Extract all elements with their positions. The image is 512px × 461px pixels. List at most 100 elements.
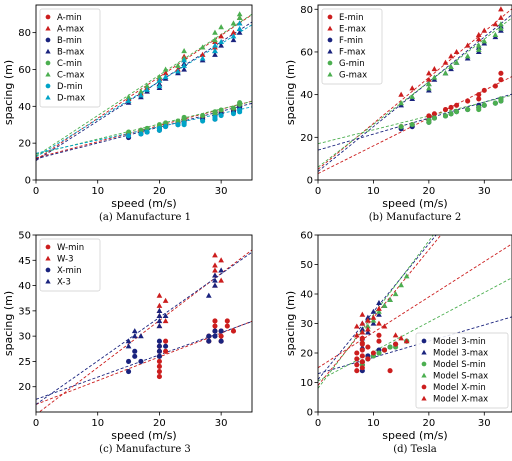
y-axis-label: spacing (m) <box>2 291 15 356</box>
data-point <box>162 312 169 319</box>
data-point <box>199 44 206 50</box>
data-point <box>156 317 163 324</box>
data-point <box>175 68 181 74</box>
data-point <box>212 277 218 283</box>
data-point <box>492 83 498 89</box>
fit-line <box>318 94 512 145</box>
data-point <box>376 332 382 338</box>
x-tick-label: 30 <box>215 418 228 429</box>
legend-entry: C-max <box>57 71 85 81</box>
data-point <box>156 302 163 308</box>
y-tick-label: 40 <box>300 290 313 301</box>
data-point <box>156 348 162 354</box>
y-tick-label: 60 <box>300 231 313 242</box>
data-point <box>365 344 371 350</box>
data-point <box>236 14 243 20</box>
y-tick-label: 40 <box>18 102 31 113</box>
data-point <box>387 296 393 302</box>
data-point <box>426 85 432 91</box>
data-point <box>498 25 504 31</box>
y-tick-label: 45 <box>18 256 31 267</box>
data-point <box>354 350 360 356</box>
data-point <box>218 42 224 48</box>
data-point <box>224 318 230 324</box>
x-tick-label: 20 <box>422 418 435 429</box>
panel-tesla: 0 10 20 30 0 10 20 30 40 50 60 speed (m/s) spacing (… <box>284 231 512 455</box>
data-point <box>212 48 218 54</box>
fit-line <box>318 17 512 168</box>
legend: W-min W-3X-min X-3 <box>39 238 101 292</box>
data-point <box>481 38 488 44</box>
y-tick-label: 50 <box>300 260 313 271</box>
legend-marker <box>421 361 427 367</box>
axes-frame <box>35 234 253 413</box>
y-axis-label: spacing (m) <box>2 60 15 125</box>
data-point <box>409 121 415 128</box>
data-point <box>365 314 371 320</box>
x-tick-label: 30 <box>478 418 491 429</box>
y-tick-label: 25 <box>18 357 31 368</box>
data-point <box>453 59 460 65</box>
data-point <box>354 368 360 374</box>
legend-marker <box>45 14 51 20</box>
axes-frame <box>35 4 253 181</box>
data-point <box>156 323 163 329</box>
data-point <box>431 115 437 121</box>
data-point <box>431 66 438 72</box>
x-tick-label: 0 <box>315 186 321 197</box>
data-point <box>359 353 365 359</box>
data-point <box>498 96 504 102</box>
y-tick-label: 30 <box>18 332 31 343</box>
y-tick-label: 35 <box>18 306 31 317</box>
data-point <box>498 21 504 27</box>
legend-entry: F-max <box>339 48 365 58</box>
legend-marker <box>45 244 51 250</box>
data-point <box>144 83 150 89</box>
data-point <box>365 317 371 323</box>
legend-marker <box>327 14 333 20</box>
legend-marker <box>45 94 51 100</box>
data-point <box>212 333 218 339</box>
panel-manufacture-2: 0 10 20 30 0 20 40 60 80 speed (m/s) spacing (m) (b… <box>284 4 512 223</box>
legend-entry: B-min <box>57 36 82 46</box>
data-point <box>163 348 169 354</box>
data-point <box>230 20 237 26</box>
data-point <box>156 353 162 359</box>
data-point <box>376 350 382 356</box>
data-point <box>206 338 212 344</box>
data-point <box>156 368 162 375</box>
legend-entry: Model S-max <box>433 372 488 382</box>
scatter-points <box>125 252 237 380</box>
data-point <box>200 118 206 124</box>
legend-entry: Model 3-max <box>433 349 488 359</box>
panel-manufacture-1: 0 10 20 30 0 20 40 60 80 speed (m/s) spacing (m) (a… <box>2 4 253 223</box>
x-tick-label: 20 <box>153 418 166 429</box>
data-point <box>465 98 471 104</box>
data-point <box>376 320 382 326</box>
legend-entry: Model X-max <box>433 395 488 405</box>
data-point <box>230 37 237 43</box>
data-point <box>426 113 432 119</box>
data-point <box>156 292 163 298</box>
fit-line <box>36 321 252 400</box>
fit-line <box>318 316 512 375</box>
scatter-points <box>353 273 410 374</box>
legend-marker <box>327 25 333 31</box>
y-tick-label: 60 <box>300 47 313 58</box>
data-point <box>175 118 181 124</box>
data-point <box>156 338 162 344</box>
legend-marker <box>45 60 51 66</box>
x-tick-label: 10 <box>91 418 104 429</box>
x-tick-label: 30 <box>215 186 228 197</box>
data-point <box>156 343 162 349</box>
legend-marker <box>45 267 51 273</box>
data-point <box>131 333 138 339</box>
legend-entry: E-min <box>339 13 363 23</box>
data-point <box>236 11 243 17</box>
data-point <box>237 107 243 113</box>
y-axis-label: spacing (m) <box>284 60 297 125</box>
y-tick-label: 80 <box>300 5 313 16</box>
data-point <box>464 53 471 59</box>
